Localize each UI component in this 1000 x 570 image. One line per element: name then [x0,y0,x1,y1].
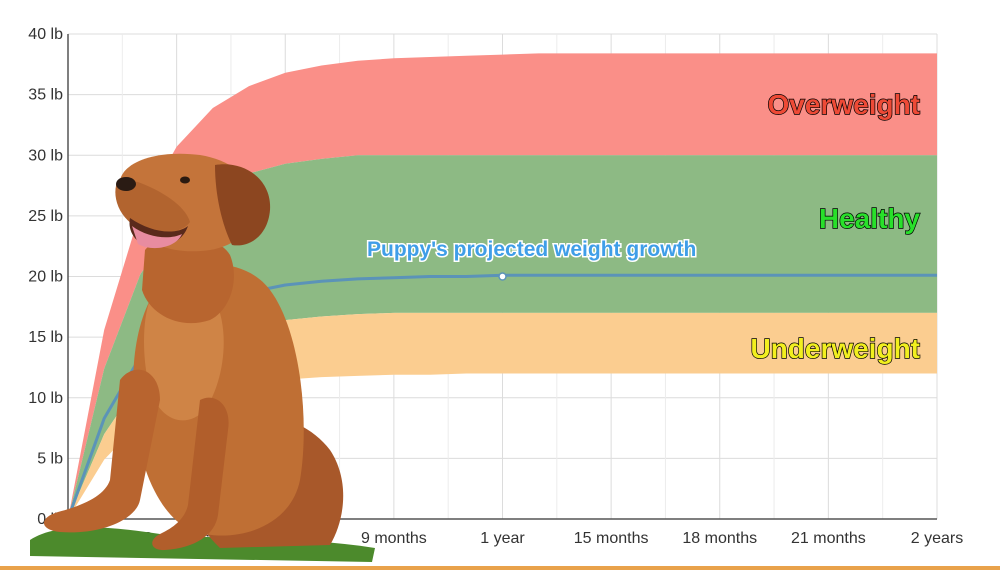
x-tick-label: 2 years [911,530,963,547]
projection-marker [498,272,507,281]
x-tick-label: 15 months [574,530,649,547]
dog-tongue [132,226,182,249]
y-tick-label: 25 lb [28,208,63,225]
dog-muzzle [115,180,190,233]
y-tick-label: 5 lb [37,450,63,467]
dog-front-leg [152,397,229,551]
y-tick-label: 10 lb [28,390,63,407]
label-projection: Puppy's projected weight growth [367,238,696,261]
y-tick-label: 40 lb [28,26,63,43]
y-tick-label: 30 lb [28,147,63,164]
x-tick-label: 1 year [480,530,525,547]
y-tick-label: 35 lb [28,87,63,104]
x-tick-label: 9 months [361,530,427,547]
dog-neck [142,235,234,324]
dog-nose [116,177,136,191]
y-tick-label: 20 lb [28,269,63,286]
band-overweight [68,53,937,520]
dog-ear [215,164,271,246]
y-tick-label: 15 lb [28,329,63,346]
label-overweight: Overweight [768,89,920,120]
dog-front-leg [43,369,160,533]
grass-patch [30,527,375,562]
label-healthy: Healthy [819,203,921,234]
dog-illustration [30,153,375,562]
dog-eye [180,176,190,184]
label-underweight: Underweight [750,333,920,364]
x-tick-label: 21 months [791,530,866,547]
band-healthy [68,155,937,520]
x-tick-label: 18 months [682,530,757,547]
bottom-border [0,566,1000,570]
